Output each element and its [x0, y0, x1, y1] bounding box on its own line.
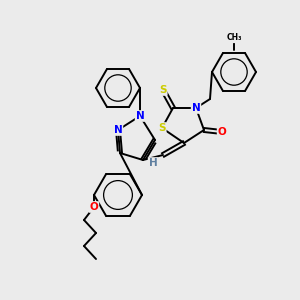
Text: O: O: [90, 202, 98, 212]
Text: H: H: [148, 158, 158, 168]
Text: N: N: [136, 111, 144, 121]
Text: O: O: [218, 127, 226, 137]
Text: N: N: [114, 125, 122, 135]
Text: S: S: [158, 123, 166, 133]
Text: N: N: [192, 103, 200, 113]
Text: CH₃: CH₃: [226, 34, 242, 43]
Text: S: S: [159, 85, 167, 95]
